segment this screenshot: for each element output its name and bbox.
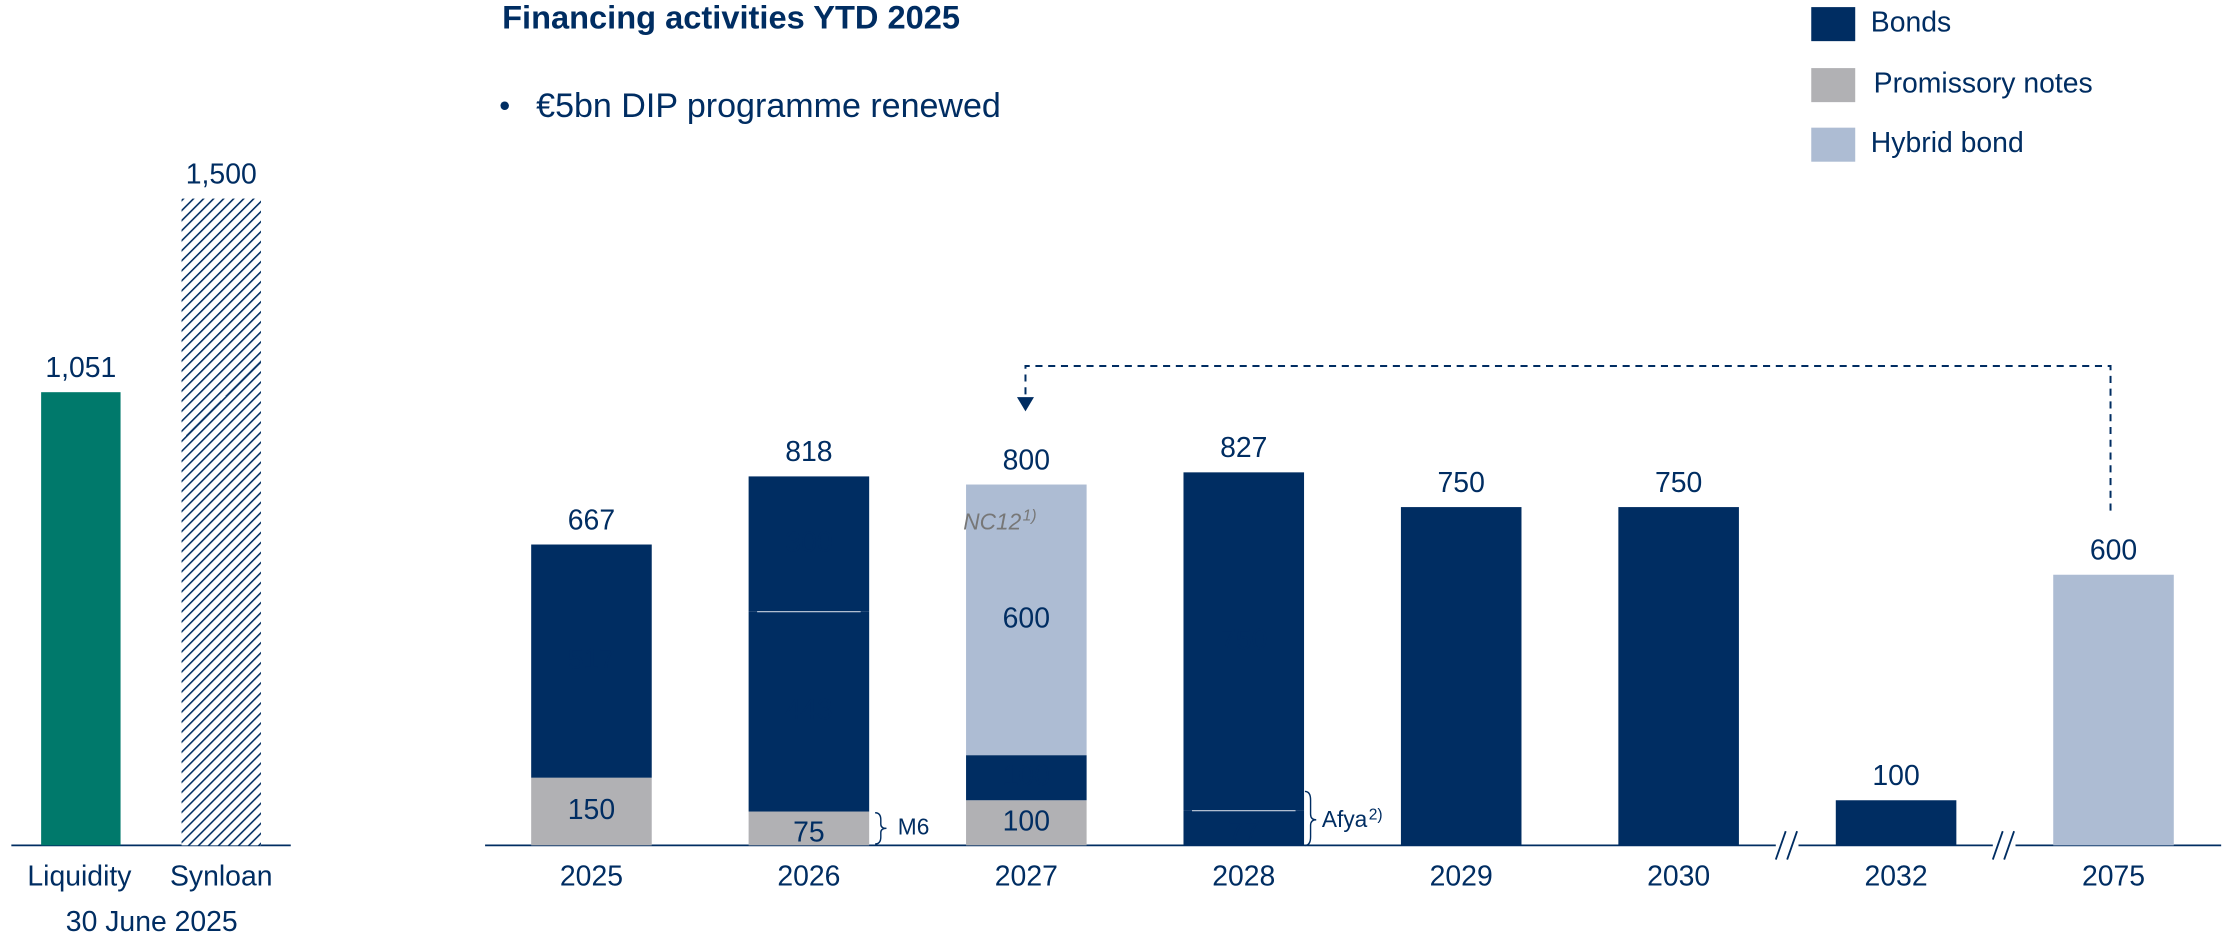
bar-segment: [748, 476, 870, 612]
x-tick-label: 2027: [995, 860, 1058, 892]
legend-label: Promissory notes: [1874, 68, 2093, 100]
bar-segment: [1618, 507, 1739, 846]
x-tick-label: 2028: [1212, 860, 1275, 892]
bullet-text: €5bn DIP programme renewed: [536, 87, 1001, 125]
bar-segment: [531, 544, 652, 778]
bracket: [875, 790, 1317, 847]
total-label: 818: [785, 436, 832, 468]
x-tick-label: Synloan: [170, 860, 272, 892]
segment-label: 75: [793, 817, 825, 849]
segment-label: 100: [1003, 805, 1050, 837]
x-tick-label: 2029: [1430, 860, 1493, 892]
legend-label: Bonds: [1871, 7, 1951, 39]
annotation: Afya: [1322, 806, 1368, 832]
total-label: 600: [2090, 535, 2137, 567]
x-tick-label: 2030: [1647, 860, 1710, 892]
annotation: M6: [898, 813, 930, 839]
total-label: 667: [568, 504, 615, 536]
bullet-mark: •: [499, 88, 510, 123]
total-label: 800: [1003, 444, 1050, 476]
annotation: NC12: [963, 508, 1021, 534]
bar-segment: [966, 484, 1087, 756]
x-tick-label: 2075: [2082, 860, 2145, 892]
annotation: 2): [1369, 807, 1383, 824]
total-label: 827: [1220, 432, 1267, 464]
legend-swatch: [1811, 7, 1856, 42]
bar-segment: [1183, 472, 1305, 811]
x-axis-subtitle: 30 June 2025: [66, 906, 238, 937]
bar: [41, 392, 121, 846]
bar-segment: [1400, 507, 1522, 846]
segment-label: 600: [1003, 602, 1050, 634]
bar-segment: [531, 777, 652, 846]
annotation: 1): [1023, 507, 1037, 524]
bar: [181, 198, 261, 846]
axis-break: [1774, 830, 2016, 860]
bar-segment: [966, 800, 1087, 846]
x-tick-label: 2025: [560, 860, 623, 892]
value-label: 1,500: [186, 158, 257, 190]
chart-title: Financing activities YTD 2025: [502, 0, 960, 35]
bar-segment: [1183, 810, 1305, 846]
legend-label: Hybrid bond: [1871, 127, 2024, 159]
segment-label: 77: [1228, 816, 1260, 848]
x-tick-label: 2026: [777, 860, 840, 892]
bar-segment: [748, 611, 870, 812]
total-label: 750: [1655, 467, 1702, 499]
value-label: 1,051: [45, 352, 116, 384]
legend-swatch: [1811, 68, 1856, 103]
segment-label: 443: [785, 694, 832, 726]
total-label: 750: [1438, 467, 1485, 499]
bar-segment: [2053, 574, 2174, 846]
x-tick-label: Liquidity: [27, 860, 132, 892]
segment-label: 300: [785, 527, 832, 559]
segment-label: 150: [568, 794, 615, 826]
bar-segment: [1835, 800, 1957, 846]
segment-label: 517: [568, 644, 615, 676]
bar-segment: [966, 755, 1087, 801]
arrow-head: [1016, 397, 1034, 412]
segment-label: 750: [1220, 624, 1267, 656]
x-tick-label: 2032: [1865, 860, 1928, 892]
total-label: 100: [1872, 760, 1919, 792]
bar-segment: [748, 811, 870, 846]
segment-label: 100: [1003, 760, 1050, 792]
legend-swatch: [1811, 127, 1856, 162]
